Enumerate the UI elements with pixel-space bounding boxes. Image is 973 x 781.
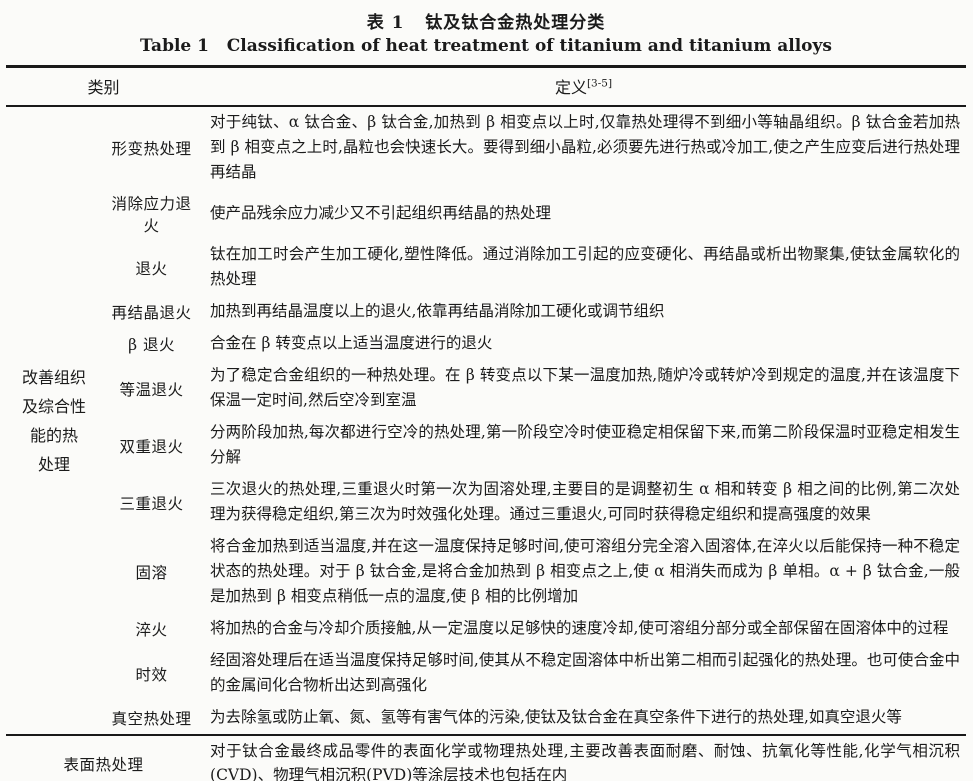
classification-table: 类别 定义[3-5] 改善组织 及综合性 能的热 处理 形变热处理 对于纯钛、α… xyxy=(6,65,966,781)
definition-cell: 合金在 β 转变点以上适当温度进行的退火 xyxy=(210,334,493,352)
subcategory-cell: 固溶 xyxy=(135,564,168,582)
row-thermomechanical-treatment: 改善组织 及综合性 能的热 处理 形变热处理 对于纯钛、α 钛合金、β 钛合金,… xyxy=(6,106,966,474)
table-header: 类别 定义[3-5] xyxy=(6,66,966,107)
section-surface-and-diffusion: 表面热处理 对于钛合金最终成品零件的表面化学或物理热处理,主要改善表面耐磨、耐蚀… xyxy=(6,735,966,781)
definition-cell: 为了稳定合金组织的一种热处理。在 β 转变点以下某一温度加热,随炉冷或转炉冷到规… xyxy=(210,366,960,409)
subcategory-cell: 退火 xyxy=(135,259,168,278)
category-cell: 改善组织 及综合性 能的热 处理 xyxy=(21,367,86,474)
subcategory-cell: 消除应力退火 xyxy=(111,195,192,235)
header-definition: 定义[3-5] xyxy=(201,66,966,107)
definition-cell: 将合金加热到适当温度,并在这一温度保持足够时间,使可溶组分完全溶入固溶体,在淬火… xyxy=(210,537,960,605)
definition-cell: 对于纯钛、α 钛合金、β 钛合金,加热到 β 相变点以上时,仅靠热处理得不到细小… xyxy=(210,113,960,181)
subcategory-cell: 再结晶退火 xyxy=(111,304,192,322)
definition-cell: 加热到再结晶温度以上的退火,依靠再结晶消除加工硬化或调节组织 xyxy=(210,302,665,320)
row-triplex-annealing: 三重退火 三次退火的热处理,三重退火时第一次为固溶处理,主要目的是调整初生 α … xyxy=(6,474,966,531)
definition-cell: 将加热的合金与冷却介质接触,从一定温度以足够快的速度冷却,使可溶组分部分或全部保… xyxy=(210,619,949,637)
subcategory-cell: 三重退火 xyxy=(119,494,184,513)
header-definition-label: 定义 xyxy=(554,78,587,97)
category-cell: 表面热处理 xyxy=(63,755,144,774)
subcategory-cell: 双重退火 xyxy=(119,437,184,456)
table-title-en: Table 1 Classification of heat treatment… xyxy=(140,36,832,56)
row-isothermal-annealing: 等温退火 为了稳定合金组织的一种热处理。在 β 转变点以下某一温度加热,随炉冷或… xyxy=(6,360,966,417)
definition-cell: 为去除氢或防止氧、氮、氢等有害气体的污染,使钛及钛合金在真空条件下进行的热处理,… xyxy=(210,708,902,726)
row-vacuum-heat-treatment: 真空热处理 为去除氢或防止氧、氮、氢等有害气体的污染,使钛及钛合金在真空条件下进… xyxy=(6,702,966,735)
row-duplex-annealing: 双重退火 分两阶段加热,每次都进行空冷的热处理,第一阶段空冷时使亚稳定相保留下来… xyxy=(6,417,966,474)
definition-cell: 经固溶处理后在适当温度保持足够时间,使其从不稳定固溶体中析出第二相而引起强化的热… xyxy=(210,651,960,694)
row-surface-heat-treatment: 表面热处理 对于钛合金最终成品零件的表面化学或物理热处理,主要改善表面耐磨、耐蚀… xyxy=(6,735,966,781)
table-title-zh: 表 1 钛及钛合金热处理分类 xyxy=(366,13,606,33)
definition-cell: 钛在加工时会产生加工硬化,塑性降低。通过消除加工引起的应变硬化、再结晶或析出物聚… xyxy=(210,245,960,288)
row-solution-treatment: 固溶 将合金加热到适当温度,并在这一温度保持足够时间,使可溶组分完全溶入固溶体,… xyxy=(6,531,966,613)
definition-cell: 对于钛合金最终成品零件的表面化学或物理热处理,主要改善表面耐磨、耐蚀、抗氧化等性… xyxy=(210,742,960,781)
definition-cell: 分两阶段加热,每次都进行空冷的热处理,第一阶段空冷时使亚稳定相保留下来,而第二阶… xyxy=(210,423,960,466)
row-beta-annealing: β 退火 合金在 β 转变点以上适当温度进行的退火 xyxy=(6,328,966,360)
row-annealing: 退火 钛在加工时会产生加工硬化,塑性降低。通过消除加工引起的应变硬化、再结晶或析… xyxy=(6,239,966,296)
row-aging: 时效 经固溶处理后在适当温度保持足够时间,使其从不稳定固溶体中析出第二相而引起强… xyxy=(6,645,966,702)
subcategory-cell: 等温退火 xyxy=(119,380,184,399)
definition-cell: 三次退火的热处理,三重退火时第一次为固溶处理,主要目的是调整初生 α 相和转变 … xyxy=(210,480,960,523)
subcategory-cell: 时效 xyxy=(135,665,168,684)
row-stress-relief-annealing: 消除应力退火 使产品残余应力减少又不引起组织再结晶的热处理 xyxy=(6,189,966,239)
subcategory-cell: β 退火 xyxy=(128,336,175,354)
header-category: 类别 xyxy=(6,66,202,107)
subcategory-cell: 淬火 xyxy=(135,621,168,639)
subcategory-cell: 真空热处理 xyxy=(111,710,192,728)
header-row: 类别 定义[3-5] xyxy=(6,66,966,107)
header-definition-reference: [3-5] xyxy=(586,77,613,90)
section-microstructure-and-properties: 改善组织 及综合性 能的热 处理 形变热处理 对于纯钛、α 钛合金、β 钛合金,… xyxy=(6,106,966,735)
row-quenching: 淬火 将加热的合金与冷却介质接触,从一定温度以足够快的速度冷却,使可溶组分部分或… xyxy=(6,613,966,645)
row-recrystallization-annealing: 再结晶退火 加热到再结晶温度以上的退火,依靠再结晶消除加工硬化或调节组织 xyxy=(6,296,966,328)
subcategory-cell: 形变热处理 xyxy=(111,140,192,158)
definition-cell: 使产品残余应力减少又不引起组织再结晶的热处理 xyxy=(210,204,552,222)
